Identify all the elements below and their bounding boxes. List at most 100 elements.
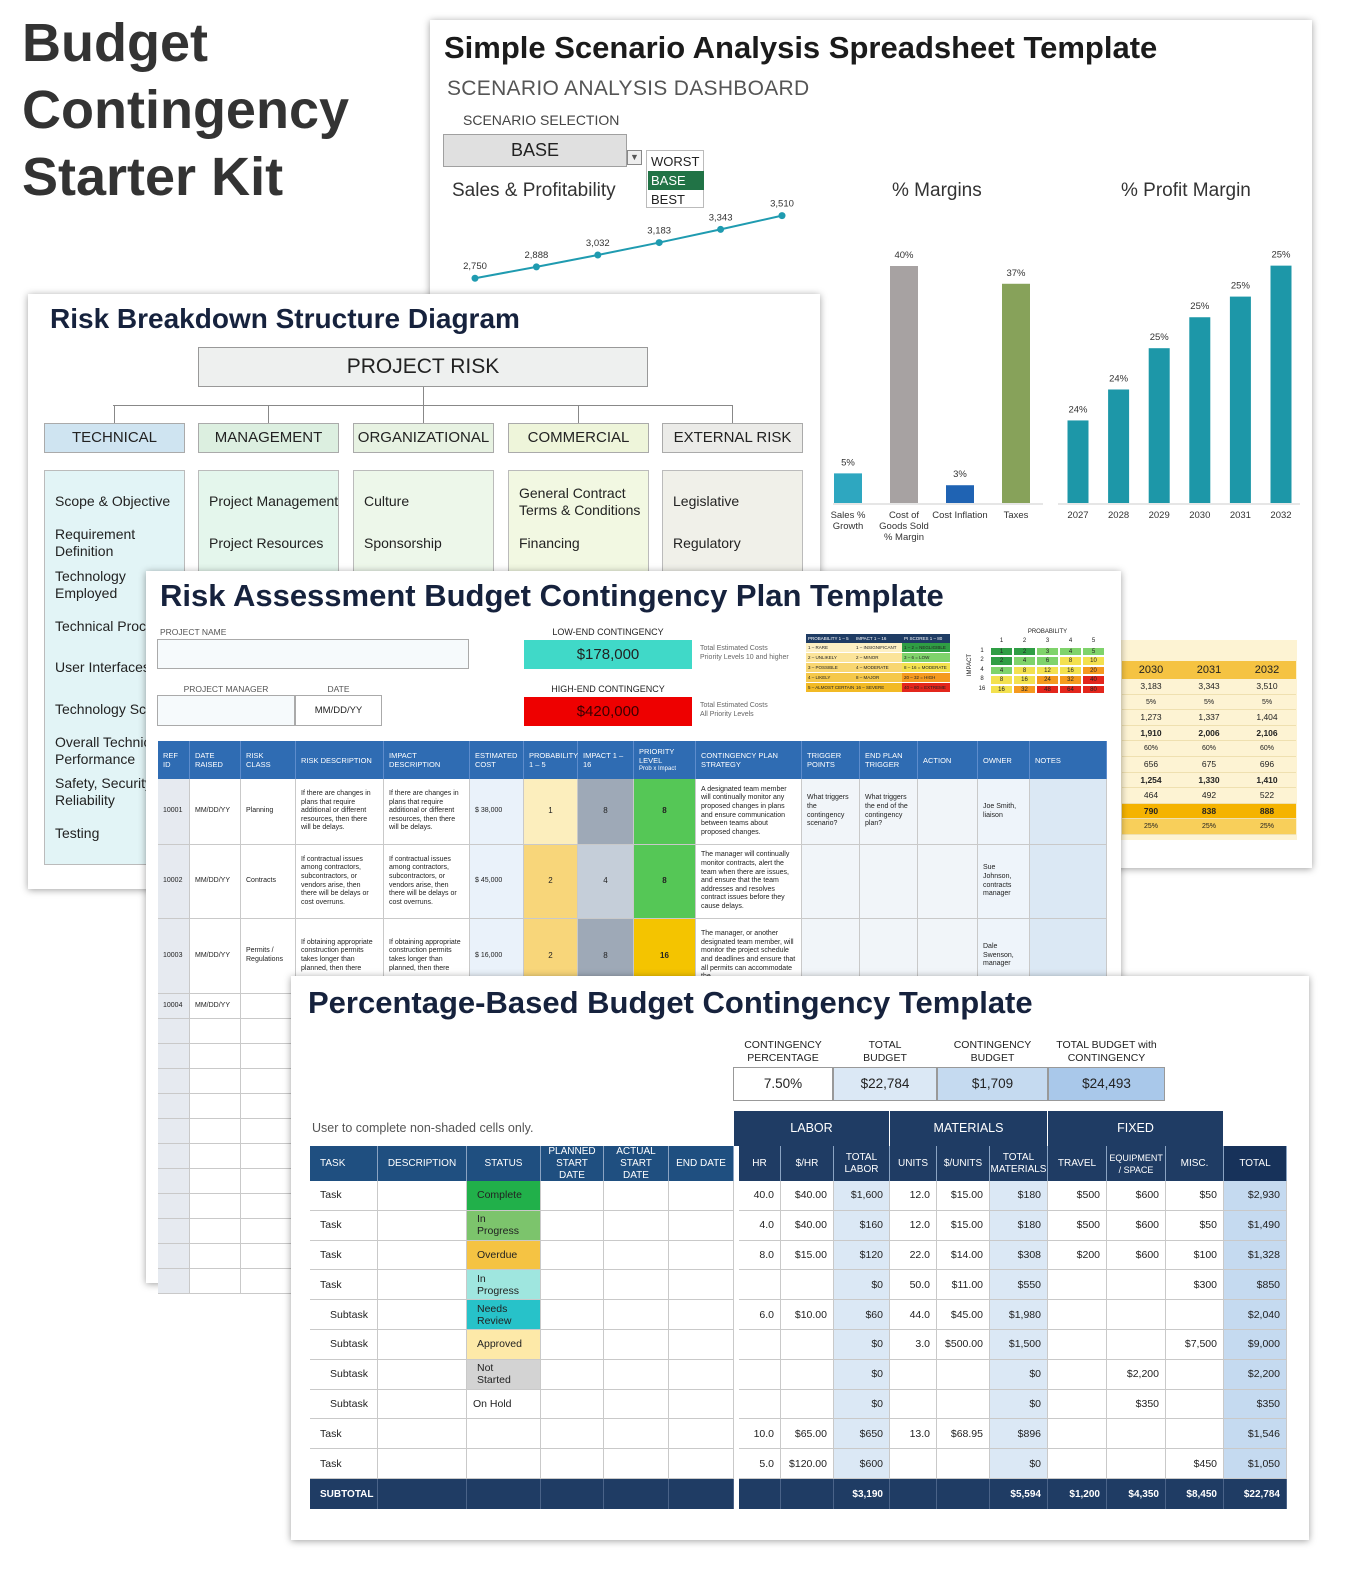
bar (1148, 348, 1170, 503)
table-cell: 60% (1238, 741, 1296, 757)
table-cell: 1,254 (1122, 773, 1180, 789)
charts: 2,750 2,888 3,032 3,183 3,343 3,510 5% 40% 3% 37%… (463, 199, 1300, 505)
matrix-cell: 20 (1082, 665, 1105, 676)
matrix-cell: 8 (990, 675, 1013, 685)
table-cell: $550 (990, 1270, 1048, 1301)
table-cell (1048, 1300, 1107, 1330)
header-text: RISK CLASS (246, 751, 271, 769)
table-cell (241, 1119, 296, 1144)
matrix-row: 8 (980, 676, 984, 683)
table-header: NOTES (1030, 741, 1107, 779)
table-cell: $1,328 (1224, 1240, 1287, 1271)
summary-value: $22,784 (833, 1067, 937, 1101)
field-label: HIGH-END CONTINGENCY (551, 684, 665, 694)
table-header: 2030 (1122, 661, 1180, 679)
table-cell: 4.0 (739, 1210, 781, 1241)
x-tick-label: Sales % Growth (830, 510, 866, 532)
table-cell: $15.00 (781, 1240, 834, 1271)
table-cell: $600 (1107, 1181, 1166, 1211)
table-cell (190, 1194, 241, 1219)
table-header: PROBABILITY 1 – 5 (524, 741, 578, 779)
matrix-row: 2 (980, 657, 984, 664)
table-cell: 3,343 (1180, 679, 1238, 695)
table-cell: $350 (1224, 1389, 1287, 1420)
dropdown[interactable]: BASE (443, 134, 627, 167)
bar (1108, 389, 1130, 503)
table-cell: $600 (1107, 1240, 1166, 1271)
summary-header: TOTAL BUDGET (863, 1039, 907, 1064)
input[interactable] (157, 695, 295, 726)
table-cell: Needs Review (467, 1300, 541, 1330)
table-cell (1166, 1419, 1224, 1450)
table-cell: 1,330 (1180, 773, 1238, 789)
field-label: PROJECT MANAGER (183, 684, 269, 694)
table-cell: 10004 (158, 994, 190, 1019)
table-cell: In Progress (467, 1210, 541, 1241)
matrix-cell: 10 (1082, 656, 1105, 666)
group-header: FIXED (1048, 1111, 1224, 1146)
table-cell: 10.0 (739, 1419, 781, 1450)
table-cell: $896 (990, 1419, 1048, 1450)
table-cell (541, 1270, 604, 1301)
table-header: OWNER (978, 741, 1030, 779)
x-tick-label: 2031 (1229, 510, 1251, 521)
table-cell (158, 1019, 190, 1044)
table-cell (190, 1269, 241, 1294)
table-cell: $2,930 (1224, 1181, 1287, 1211)
dropdown-option[interactable]: WORST (651, 154, 700, 169)
column-header: TOTAL LABOR (834, 1146, 890, 1181)
table-cell: $1,546 (1224, 1419, 1287, 1450)
table-cell (241, 1244, 296, 1269)
value-label: 3,343 (709, 212, 733, 223)
matrix-row: 1 (980, 648, 984, 654)
dropdown-option[interactable]: BASE (648, 171, 704, 190)
table-cell: $1,980 (990, 1300, 1048, 1330)
table-cell (1048, 1419, 1107, 1450)
subtotal-cell (604, 1479, 669, 1509)
point (778, 212, 786, 220)
dropdown-option[interactable]: BEST (651, 192, 685, 207)
column-header: TRAVEL (1048, 1146, 1107, 1181)
table-cell (190, 1144, 241, 1169)
table-cell (378, 1270, 467, 1301)
table-cell (890, 1389, 937, 1420)
table-cell: $45.00 (937, 1300, 990, 1330)
table-cell (158, 1169, 190, 1194)
table-cell: $60 (834, 1300, 890, 1330)
input[interactable]: MM/DD/YY (295, 695, 382, 726)
table-cell: 10003 (158, 919, 190, 994)
table-cell: MM/DD/YY (190, 919, 241, 994)
matrix-cell: 32 (1059, 675, 1082, 685)
value-label: 24% (1109, 373, 1129, 384)
header-text: IMPACT DESCRIPTION (389, 751, 441, 769)
table-cell: 3,510 (1238, 679, 1296, 695)
table-cell: $300 (1166, 1270, 1224, 1301)
risk-item: Project Management (209, 493, 339, 509)
table-header: RISK CLASS (241, 741, 296, 779)
bar (890, 266, 918, 503)
percent-card: Percentage-Based Budget Contingency Temp… (291, 976, 1309, 1540)
matrix-col: 4 (1068, 638, 1073, 644)
table-cell: $ 45,000 (470, 845, 524, 919)
table-cell (604, 1270, 669, 1301)
dropdown-arrow: ▼ (627, 150, 642, 165)
table-cell: $15.00 (937, 1210, 990, 1241)
risk-item: Project Resources (209, 534, 324, 551)
header-text: REF ID (163, 751, 178, 769)
subtitle: SCENARIO ANALYSIS DASHBOARD (447, 77, 810, 100)
matrix-cell: 2 (1013, 647, 1036, 657)
table-cell (802, 845, 860, 919)
x-tick-label: 2027 (1067, 510, 1089, 521)
risk-item: Safety, Security & Reliability (55, 775, 166, 808)
table-cell (669, 1181, 734, 1211)
table-cell (241, 1069, 296, 1094)
table-cell: 6.0 (739, 1300, 781, 1330)
subtotal-cell: $5,594 (990, 1479, 1048, 1509)
input[interactable] (157, 639, 469, 669)
value-label: 25% (1231, 281, 1251, 292)
table-cell: 10002 (158, 845, 190, 919)
point (717, 225, 725, 233)
column-header: STATUS (467, 1146, 541, 1181)
table-cell (739, 1389, 781, 1420)
table-cell: 3,183 (1122, 679, 1180, 695)
